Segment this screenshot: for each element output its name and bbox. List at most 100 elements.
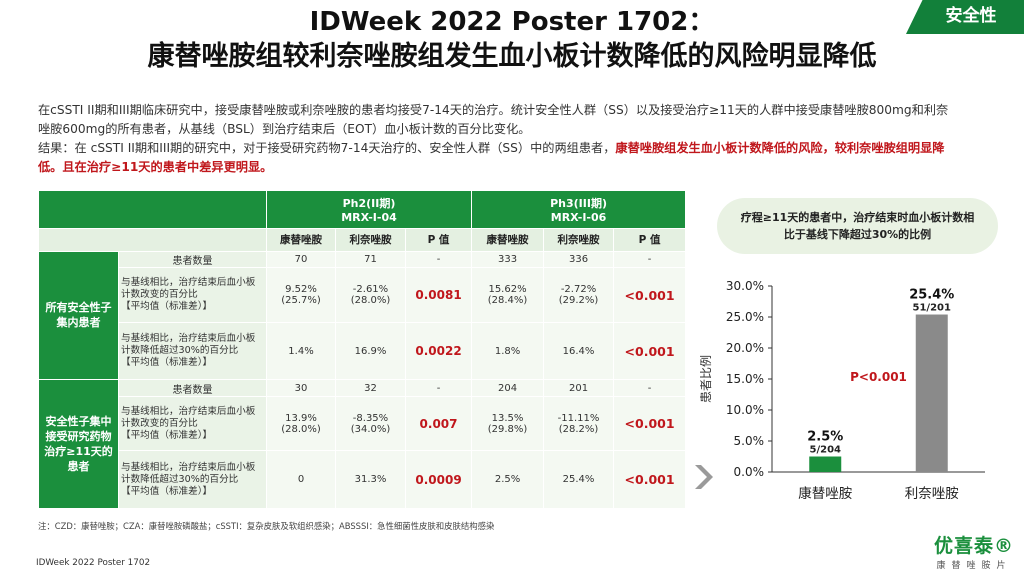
col-header: P 值 [404, 227, 473, 252]
p-value: 0.0081 [404, 267, 473, 323]
table-cell: 30 [266, 379, 336, 398]
intro-line3: 结果：在 cSSTI II期和III期的研究中，对于接受研究药物7-14天治疗的… [38, 139, 990, 158]
cell-value: 13.5% [491, 412, 524, 424]
intro-line3-red: 康替唑胺组发生血小板计数降低的风险，较利奈唑胺组明显降 [615, 141, 945, 155]
y-tick-label: 5.0% [734, 434, 765, 448]
table-cell: 0 [266, 450, 336, 509]
logo-main: 优喜泰® [933, 535, 1014, 557]
footer-source: IDWeek 2022 Poster 1702 [36, 558, 151, 568]
table-cell: 70 [266, 250, 336, 269]
cell-sd: (34.0%) [350, 423, 391, 435]
chart-callout: 疗程≥11天的患者中，治疗结束时血小板计数相比于基线下降超过30%的比例 [717, 198, 998, 254]
cell-sd: (29.2%) [558, 295, 599, 307]
y-ticks: 0.0% 5.0% 10.0% 15.0% 20.0% 25.0% 30.0% [726, 279, 772, 479]
p-value: 0.0009 [404, 450, 473, 509]
cell-value: -2.61% [352, 284, 389, 296]
col-header: 利奈唑胺 [335, 227, 406, 252]
table-cell: - [404, 250, 473, 269]
group1-label: 所有安全性子集内患者 [38, 250, 119, 381]
cell-value: 9.52% [285, 284, 317, 296]
table-cell: 16.9% [335, 321, 406, 381]
p-value: <0.001 [613, 267, 687, 323]
results-table: Ph2(II期) MRX-I-04 Ph3(III期) MRX-I-06 康替唑… [38, 190, 687, 509]
x-tick-label: 利奈唑胺 [905, 486, 959, 502]
y-tick-label: 15.0% [726, 372, 764, 386]
row-label-metric1: 与基线相比，治疗结束后血小板计数改变的百分比 【平均值（标准差）】 [118, 267, 267, 323]
corner-cell [38, 190, 267, 229]
cell-sd: (28.2%) [558, 423, 599, 435]
table-cell: -2.61% (28.0%) [335, 267, 406, 323]
cell-value: 13.9% [285, 412, 317, 424]
table-cell: - [613, 379, 687, 398]
row-label-count: 患者数量 [118, 250, 267, 269]
ph2-code: MRX-I-04 [341, 210, 397, 224]
row-label-count: 患者数量 [118, 379, 267, 398]
page-title-line2: 康替唑胺组较利奈唑胺组发生血小板计数降低的风险明显降低 [147, 41, 877, 72]
p-value: <0.001 [613, 396, 687, 452]
group2-label: 安全性子集中接受研究药物治疗≥11天的患者 [38, 379, 119, 509]
intro-line1: 在cSSTI II期和III期临床研究中，接受康替唑胺或利奈唑胺的患者均接受7-… [38, 103, 949, 117]
table-cell: 31.3% [335, 450, 406, 509]
chart-bars [809, 314, 948, 472]
metric1-text: 与基线相比，治疗结束后血小板计数改变的百分比 [121, 405, 256, 429]
y-tick-label: 10.0% [726, 403, 764, 417]
bar [915, 314, 948, 472]
ph3-label: Ph3(III期) [550, 196, 607, 210]
p-value: <0.001 [613, 321, 687, 381]
col-header: P 值 [613, 227, 687, 252]
cell-sd: (25.7%) [281, 295, 321, 307]
metric1-sub: 【平均值（标准差）】 [121, 301, 213, 313]
logo-sub: 康替唑胺片 [936, 561, 1012, 571]
ph3-header: Ph3(III期) MRX-I-06 [471, 190, 687, 229]
metric1-text: 与基线相比，治疗结束后血小板计数改变的百分比 [121, 277, 256, 301]
ph2-label: Ph2(II期) [342, 196, 396, 210]
ph3-code: MRX-I-06 [550, 210, 607, 224]
subheader-blank [38, 227, 267, 252]
metric2-sub: 【平均值（标准差）】 [121, 357, 213, 369]
table-cell: - [404, 379, 473, 398]
table-cell: 9.52% (25.7%) [266, 267, 336, 323]
intro-line3-plain: 结果：在 cSSTI II期和III期的研究中，对于接受研究药物7-14天治疗的… [38, 141, 616, 155]
ph2-header: Ph2(II期) MRX-I-04 [265, 190, 473, 229]
cell-sd: (28.0%) [350, 295, 391, 307]
data-label: 2.5% [807, 430, 843, 445]
cell-value: -11.11% [557, 412, 600, 424]
y-tick-label: 0.0% [734, 465, 765, 479]
table-cell: 204 [471, 379, 545, 398]
table-cell: 2.5% [471, 450, 545, 509]
col-header: 康替唑胺 [471, 227, 545, 252]
metric2-text: 与基线相比，治疗结束后血小板计数降低超过30%的百分比 [121, 461, 256, 485]
table-cell: 13.5% (29.8%) [471, 396, 545, 452]
table-cell: 32 [335, 379, 406, 398]
bar-chart: 患者比例 0.0% 5.0% 10.0% 15.0% 20.0% 25.0% 30.0% 2… [700, 279, 985, 502]
table-cell: - [613, 250, 687, 269]
y-tick-label: 20.0% [726, 341, 764, 355]
n-label: 51/201 [913, 303, 951, 314]
p-value-annotation: P<0.001 [850, 370, 907, 384]
table-cell: 71 [335, 250, 406, 269]
metric2-sub: 【平均值（标准差）】 [121, 485, 213, 497]
footnote: 注：CZD：康替唑胺；CZA：康替唑胺磷酸盐；cSSTI：复杂皮肤及软组织感染；… [38, 521, 495, 531]
col-header: 康替唑胺 [266, 227, 336, 252]
table-cell: 25.4% [543, 450, 615, 509]
cell-value: -2.72% [560, 284, 597, 296]
brand-logo: 优喜泰® 康替唑胺片 [934, 531, 1014, 571]
cell-sd: (29.8%) [487, 423, 528, 435]
x-tick-label: 康替唑胺 [798, 485, 852, 502]
table-cell: 1.8% [471, 321, 545, 381]
table-cell: 336 [543, 250, 615, 269]
row-label-metric2: 与基线相比，治疗结束后血小板计数降低超过30%的百分比 【平均值（标准差）】 [118, 450, 267, 509]
p-value: <0.001 [613, 450, 687, 509]
table-cell: -11.11% (28.2%) [543, 396, 615, 452]
chart-labels: 2.5%5/204 康替唑胺 25.4%51/201 利奈唑胺 [798, 288, 959, 502]
y-axis-label: 患者比例 [700, 355, 713, 403]
table-cell: 15.62% (28.4%) [471, 267, 545, 323]
table-cell: 13.9% (28.0%) [266, 396, 336, 452]
table-cell: 16.4% [543, 321, 615, 381]
table-cell: -8.35% (34.0%) [335, 396, 406, 452]
metric1-sub: 【平均值（标准差）】 [121, 429, 213, 441]
intro-line4: 低。且在治疗≥11天的患者中差异更明显。 [38, 160, 273, 174]
data-label: 25.4% [909, 288, 954, 303]
intro-text: 在cSSTI II期和III期临床研究中，接受康替唑胺或利奈唑胺的患者均接受7-… [38, 101, 990, 177]
table-cell: -2.72% (29.2%) [543, 267, 615, 323]
